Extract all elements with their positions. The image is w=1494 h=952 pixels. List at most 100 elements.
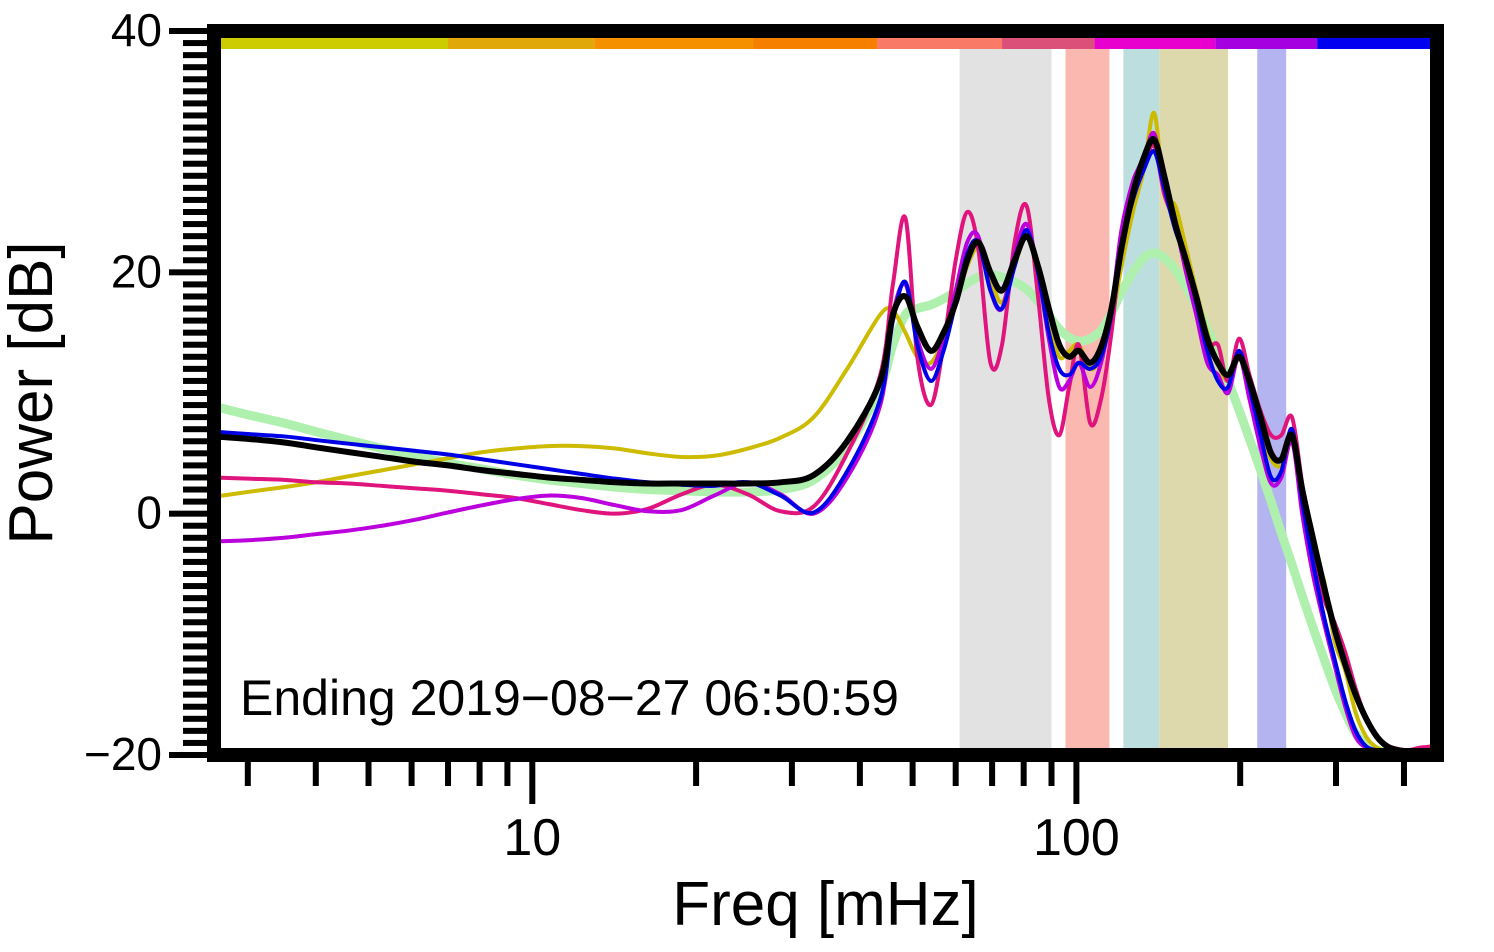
colorbar-segment-2 xyxy=(594,37,754,49)
y-minor-tick xyxy=(183,100,207,107)
y-minor-tick xyxy=(183,450,207,457)
y-minor-tick xyxy=(183,293,207,300)
colorbar-segment-8 xyxy=(1317,37,1437,49)
y-tick-label: 20 xyxy=(111,245,162,297)
y-minor-tick xyxy=(183,679,207,686)
colorbar-segment-4 xyxy=(876,37,1003,49)
y-minor-tick xyxy=(183,112,207,119)
y-minor-tick xyxy=(183,558,207,565)
y-minor-tick xyxy=(183,462,207,469)
x-axis-ticks: 10 100 xyxy=(244,762,1407,867)
x-axis-title: Freq [mHz] xyxy=(672,870,979,939)
y-minor-tick xyxy=(183,522,207,529)
band-khaki xyxy=(1159,49,1229,755)
curve-series-purple xyxy=(214,130,1437,755)
x-tick-label: 10 xyxy=(503,809,561,867)
y-minor-tick xyxy=(183,377,207,384)
colorbar-segment-3 xyxy=(753,37,877,49)
y-minor-tick xyxy=(183,546,207,553)
y-minor-tick xyxy=(183,402,207,409)
curve-mean-black xyxy=(214,136,1437,755)
y-minor-tick xyxy=(183,341,207,348)
y-minor-tick xyxy=(183,727,207,734)
x-minor-tick xyxy=(365,762,372,786)
y-minor-tick xyxy=(183,426,207,433)
y-minor-tick xyxy=(183,233,207,240)
y-minor-tick xyxy=(183,257,207,264)
shaded-bands xyxy=(959,49,1287,755)
y-minor-tick xyxy=(183,607,207,614)
y-minor-tick xyxy=(183,329,207,336)
x-minor-tick xyxy=(504,762,511,786)
y-minor-tick xyxy=(183,148,207,155)
y-minor-tick xyxy=(183,281,207,288)
y-minor-tick xyxy=(183,571,207,577)
y-minor-tick xyxy=(183,365,207,372)
y-minor-tick xyxy=(183,40,207,47)
x-minor-tick xyxy=(693,762,700,786)
y-minor-tick xyxy=(183,64,207,71)
x-minor-tick xyxy=(1332,762,1339,786)
y-minor-tick xyxy=(183,667,207,674)
y-major-tick xyxy=(169,510,207,517)
y-tick-label: 40 xyxy=(111,4,162,56)
y-minor-tick xyxy=(183,583,207,590)
x-minor-tick xyxy=(856,762,863,786)
y-minor-tick xyxy=(183,414,207,421)
x-major-tick xyxy=(1073,762,1080,804)
colorbar-segment-5 xyxy=(1002,37,1095,49)
colorbar-segment-0 xyxy=(214,37,449,49)
frame-bottom xyxy=(207,748,1444,762)
y-major-tick xyxy=(169,269,207,276)
x-minor-tick xyxy=(476,762,483,786)
y-minor-tick xyxy=(183,76,207,83)
x-minor-tick xyxy=(312,762,319,786)
y-minor-tick xyxy=(183,390,207,396)
ending-timestamp-annotation: Ending 2019−08−27 06:50:59 xyxy=(240,670,899,726)
y-minor-tick xyxy=(183,534,207,541)
y-minor-tick xyxy=(183,209,207,215)
y-minor-tick xyxy=(183,595,207,602)
colorbar-segment-6 xyxy=(1094,37,1216,49)
y-minor-tick xyxy=(183,160,207,167)
x-minor-tick xyxy=(408,762,415,786)
colorbar-segment-7 xyxy=(1215,37,1318,49)
x-minor-tick xyxy=(1400,762,1407,786)
y-axis-title: Power [dB] xyxy=(0,241,66,544)
curve-series-green xyxy=(214,248,1437,755)
curve-series-blue xyxy=(214,149,1437,755)
y-minor-tick xyxy=(183,136,207,143)
x-minor-tick xyxy=(244,762,251,786)
x-minor-tick xyxy=(788,762,795,786)
y-minor-tick xyxy=(183,655,207,662)
x-tick-label: 100 xyxy=(1033,809,1120,867)
band-gray xyxy=(959,49,1052,755)
y-minor-tick xyxy=(183,52,207,59)
time-progression-colorbar xyxy=(214,37,1437,49)
y-minor-tick xyxy=(183,196,207,203)
y-minor-tick xyxy=(183,353,207,360)
y-tick-label: 0 xyxy=(136,487,162,539)
y-minor-tick xyxy=(183,631,207,638)
x-minor-tick xyxy=(1237,762,1244,786)
y-minor-tick xyxy=(183,703,207,710)
y-minor-tick xyxy=(183,739,207,746)
y-minor-tick xyxy=(183,643,207,650)
x-minor-tick xyxy=(445,762,452,786)
y-minor-tick xyxy=(183,184,207,191)
y-minor-tick xyxy=(183,317,207,324)
y-minor-tick xyxy=(183,474,207,481)
y-minor-tick xyxy=(183,715,207,722)
y-minor-tick xyxy=(183,691,207,698)
y-minor-tick xyxy=(183,619,207,626)
x-minor-tick xyxy=(1048,762,1055,786)
x-minor-tick xyxy=(909,762,916,786)
x-minor-tick xyxy=(1020,762,1027,786)
y-major-tick xyxy=(169,752,207,758)
y-minor-tick xyxy=(183,172,207,179)
y-axis-ticks: −20 0 20 40 xyxy=(84,4,207,780)
y-minor-tick xyxy=(183,438,207,445)
x-minor-tick xyxy=(989,762,996,786)
